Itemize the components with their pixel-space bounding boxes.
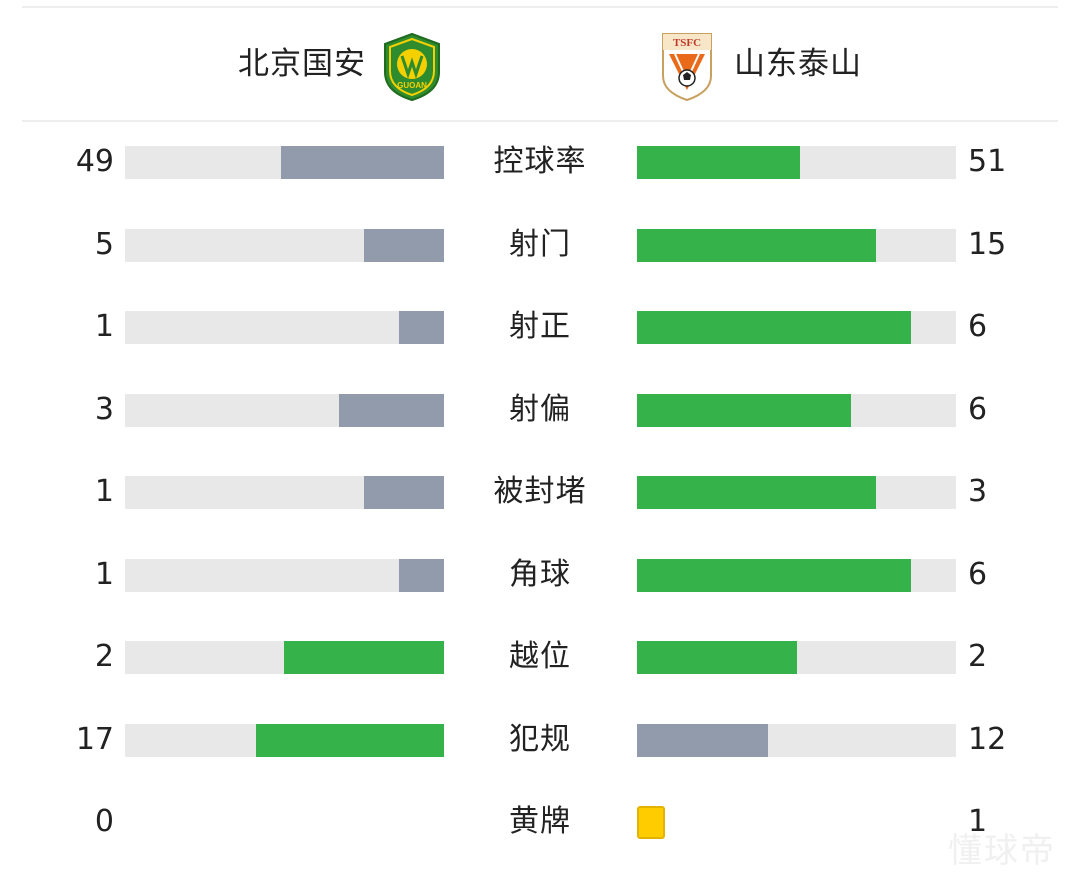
home-bar-track bbox=[125, 476, 444, 509]
top-divider bbox=[22, 6, 1058, 8]
away-bar-track bbox=[637, 146, 956, 179]
stat-row-corners: 1 角球 6 bbox=[0, 535, 1080, 617]
home-value: 1 bbox=[94, 309, 114, 344]
guoan-crest-lettering: GUOAN bbox=[397, 81, 427, 90]
away-bar-track bbox=[637, 723, 956, 757]
home-bar-track bbox=[125, 393, 444, 427]
away-bar-fill bbox=[637, 641, 797, 674]
stat-row-possession: 49 控球率 51 bbox=[0, 122, 1080, 204]
home-bar-fill bbox=[399, 558, 444, 592]
stat-row-shots: 5 射门 15 bbox=[0, 205, 1080, 287]
away-bar-fill bbox=[637, 393, 851, 427]
stat-label: 角球 bbox=[509, 556, 571, 592]
watermark-logo: 懂球帝 bbox=[948, 831, 1056, 871]
stat-label: 犯规 bbox=[509, 721, 571, 757]
guoan-crest-icon[interactable]: GUOAN bbox=[381, 32, 443, 102]
home-bar-fill bbox=[256, 723, 444, 757]
away-bar-track bbox=[637, 476, 956, 509]
yellow-card-icon bbox=[637, 806, 665, 839]
away-value: 6 bbox=[968, 556, 988, 592]
away-bar-track bbox=[637, 641, 956, 674]
stat-label: 被封堵 bbox=[493, 474, 587, 509]
tsfc-crest-icon[interactable]: TSFC bbox=[659, 30, 715, 102]
away-bar-fill bbox=[637, 146, 800, 179]
away-bar-track bbox=[637, 228, 956, 262]
stat-label: 黄牌 bbox=[509, 804, 571, 839]
stat-row-yellow-cards: 0 黄牌 1 bbox=[0, 782, 1080, 864]
home-value: 17 bbox=[75, 721, 114, 757]
tsfc-crest-lettering: TSFC bbox=[673, 37, 701, 49]
match-header: 北京国安 GUOAN TSFC 山东泰山 bbox=[0, 0, 1080, 120]
away-bar-track bbox=[637, 311, 956, 344]
home-team-name[interactable]: 北京国安 bbox=[238, 46, 366, 82]
stat-row-offsides: 2 越位 2 bbox=[0, 617, 1080, 699]
stat-label: 控球率 bbox=[493, 144, 587, 179]
stat-row-fouls: 17 犯规 12 bbox=[0, 700, 1080, 782]
home-bar-track bbox=[125, 146, 444, 179]
away-value: 51 bbox=[968, 144, 1007, 179]
home-value: 1 bbox=[94, 474, 114, 509]
home-bar-fill bbox=[364, 228, 444, 262]
stat-row-shots-on-target: 1 射正 6 bbox=[0, 287, 1080, 369]
stat-row-shots-off-target: 3 射偏 6 bbox=[0, 370, 1080, 452]
away-bar-fill bbox=[637, 311, 911, 344]
home-bar-fill bbox=[339, 393, 444, 427]
away-bar-fill bbox=[637, 228, 876, 262]
stat-label: 射正 bbox=[509, 309, 571, 344]
home-bar-fill bbox=[399, 311, 444, 344]
home-value: 3 bbox=[94, 391, 114, 427]
stat-label: 射门 bbox=[509, 226, 571, 262]
away-value: 3 bbox=[968, 474, 988, 509]
away-bar-track bbox=[637, 393, 956, 427]
home-bar-track bbox=[125, 558, 444, 592]
away-bar-track bbox=[637, 558, 956, 592]
header-divider bbox=[22, 120, 1058, 122]
away-bar-fill bbox=[637, 476, 876, 509]
home-bar-fill bbox=[281, 146, 444, 179]
home-value: 0 bbox=[94, 804, 114, 839]
away-value: 12 bbox=[968, 721, 1007, 757]
away-value: 6 bbox=[968, 391, 988, 427]
home-bar-track bbox=[125, 228, 444, 262]
away-value: 15 bbox=[968, 226, 1007, 262]
away-value: 6 bbox=[968, 309, 988, 344]
stat-label: 射偏 bbox=[509, 391, 571, 427]
home-bar-track bbox=[125, 641, 444, 674]
away-bar-fill bbox=[637, 558, 911, 592]
away-value: 2 bbox=[968, 639, 988, 674]
away-value: 1 bbox=[968, 804, 988, 839]
stat-row-blocked-shots: 1 被封堵 3 bbox=[0, 452, 1080, 534]
home-value: 2 bbox=[94, 639, 114, 674]
home-bar-track bbox=[125, 723, 444, 757]
stat-label: 越位 bbox=[509, 639, 571, 674]
away-team-name[interactable]: 山东泰山 bbox=[734, 46, 862, 82]
home-value: 49 bbox=[75, 144, 114, 179]
away-bar-fill bbox=[637, 723, 768, 757]
home-value: 5 bbox=[94, 226, 114, 262]
home-bar-fill bbox=[284, 641, 444, 674]
home-value: 1 bbox=[94, 556, 114, 592]
home-bar-fill bbox=[364, 476, 444, 509]
home-bar-track bbox=[125, 311, 444, 344]
